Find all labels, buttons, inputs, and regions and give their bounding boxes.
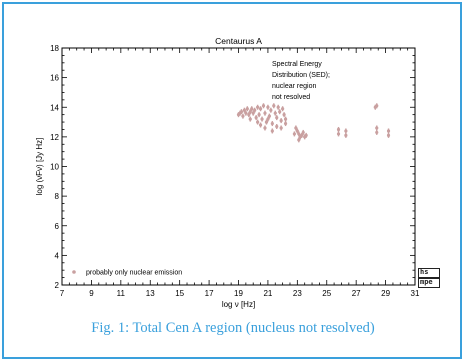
- data-point: [336, 132, 341, 136]
- data-point: [254, 116, 258, 120]
- sed-chart: 7 9 11 13 15 17 19 21 23 25 27 29 31 2 4 6 8 10 12 14 16 18 Ce…: [35, 36, 420, 309]
- data-point: [266, 105, 270, 109]
- y-tick-label: 12: [50, 133, 59, 142]
- chart-area: 7 9 11 13 15 17 19 21 23 25 27 29 31 2 4 6 8 10 12 14 16 18 Ce…: [2, 2, 462, 317]
- logo-line1: hs: [420, 268, 429, 276]
- annotation-line: not resolved: [272, 94, 310, 101]
- data-point: [256, 105, 260, 109]
- data-point: [282, 113, 286, 117]
- x-tick-label: 9: [89, 289, 94, 298]
- data-point: [270, 121, 274, 126]
- data-point: [344, 133, 348, 137]
- y-tick-label: 2: [55, 281, 60, 290]
- data-point: [257, 113, 261, 117]
- x-tick-label: 17: [205, 289, 214, 298]
- x-tick-label: 29: [381, 289, 390, 298]
- y-tick-label: 4: [55, 251, 60, 260]
- x-tick-label: 19: [234, 289, 243, 298]
- data-point: [278, 110, 282, 114]
- x-tick-label: 7: [60, 289, 65, 298]
- y-tick-label: 6: [55, 222, 60, 231]
- x-tick-label: 23: [293, 289, 302, 298]
- data-point: [273, 111, 277, 115]
- x-tick-label: 27: [352, 289, 361, 298]
- annotation-line: nuclear region: [272, 83, 316, 90]
- x-tick-label: 25: [322, 289, 331, 298]
- data-point: [266, 117, 270, 121]
- data-point: [386, 129, 391, 133]
- data-point: [269, 108, 273, 112]
- data-point: [279, 126, 283, 130]
- figure-caption: Fig. 1: Total Cen A region (nucleus not …: [91, 320, 375, 336]
- data-point: [279, 118, 283, 123]
- data-point: [245, 107, 249, 111]
- y-axis-label: log (νFν) [Jy Hz]: [35, 138, 44, 196]
- data-point: [275, 124, 279, 129]
- data-point: [283, 117, 288, 121]
- data-point: [250, 107, 254, 111]
- x-tick-label: 11: [117, 289, 126, 298]
- data-point: [275, 116, 279, 120]
- legend-label: probably only nuclear emission: [86, 270, 182, 277]
- mpe-logo: hs mpe: [418, 268, 440, 288]
- data-point: [261, 104, 266, 108]
- data-point: [239, 110, 244, 114]
- data-point: [272, 104, 276, 108]
- y-tick-label: 18: [50, 44, 59, 53]
- data-point: [260, 117, 264, 121]
- data-point: [375, 126, 379, 130]
- data-point: [258, 123, 263, 127]
- data-point: [241, 114, 245, 118]
- data-point: [253, 108, 257, 112]
- data-point: [292, 132, 296, 136]
- x-tick-label: 15: [175, 289, 184, 298]
- y-tick-label: 16: [50, 74, 59, 83]
- x-tick-label: 31: [411, 289, 420, 298]
- x-tick-label: 13: [146, 289, 155, 298]
- y-tick-label: 10: [50, 163, 59, 172]
- data-point: [244, 111, 248, 115]
- annotation-line: Distribution (SED);: [272, 72, 330, 79]
- data-point: [375, 104, 379, 108]
- x-axis-label: log ν [Hz]: [222, 300, 255, 309]
- logo-line2: mpe: [420, 278, 433, 286]
- annotation-line: Spectral Energy: [272, 61, 322, 68]
- chart-title: Centaurus A: [215, 36, 262, 46]
- data-point: [263, 111, 267, 115]
- data-point: [248, 117, 252, 121]
- data-point: [270, 129, 274, 133]
- x-tick-label: 21: [263, 289, 272, 298]
- data-point: [297, 138, 301, 142]
- legend-marker: [72, 270, 76, 274]
- y-tick-label: 8: [55, 192, 60, 201]
- plot-frame: [61, 47, 416, 286]
- data-point: [336, 127, 341, 132]
- data-point: [258, 107, 263, 111]
- data-point: [263, 126, 267, 130]
- data-point: [256, 120, 260, 124]
- data-point: [344, 129, 348, 133]
- data-point: [375, 130, 379, 135]
- data-point: [281, 107, 285, 111]
- figure-frame: [2, 2, 462, 359]
- data-point: [276, 105, 280, 109]
- data-point: [304, 133, 308, 137]
- data-point: [283, 121, 288, 126]
- y-tick-label: 14: [50, 103, 59, 112]
- data-point: [301, 130, 305, 135]
- data-point: [386, 133, 391, 137]
